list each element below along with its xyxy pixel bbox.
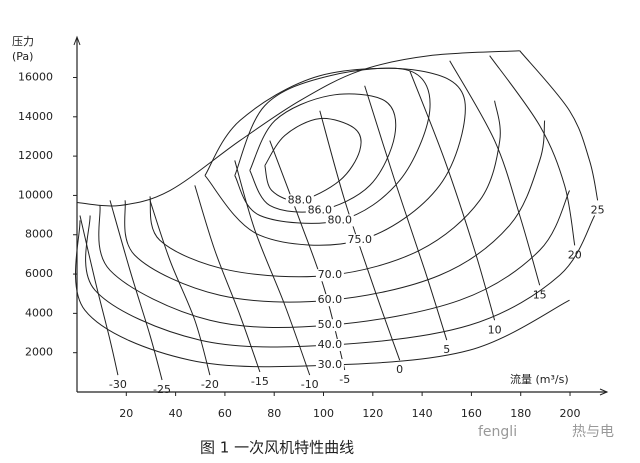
label-bg — [285, 194, 314, 207]
y-tick-label: 12000 — [18, 149, 53, 162]
curve-label: 80.0 — [328, 213, 353, 226]
curve — [204, 67, 466, 246]
curve-label: -30 — [109, 378, 127, 391]
y-tick-label: 10000 — [18, 188, 53, 201]
y-tick-label: 8000 — [25, 228, 53, 241]
curve — [79, 215, 119, 376]
curve — [74, 220, 570, 368]
curve-label: 40.0 — [318, 338, 343, 351]
curve-label: 60.0 — [318, 293, 343, 306]
curve-label: 20 — [568, 248, 582, 261]
watermark: 热与电 — [572, 424, 614, 440]
curve-label: -20 — [201, 378, 219, 391]
curve-label: 5 — [443, 343, 450, 356]
x-tick-label: 120 — [362, 407, 383, 420]
curve-label: 88.0 — [288, 193, 313, 206]
curve — [149, 200, 211, 376]
label-bg — [315, 359, 344, 372]
label-bg — [345, 234, 374, 247]
curve-label: 10 — [488, 323, 502, 336]
x-tick-label: 40 — [169, 407, 183, 420]
axis-arrow — [73, 35, 81, 46]
curve — [249, 93, 397, 213]
y-tick-label: 2000 — [25, 346, 53, 359]
curve-label: -25 — [153, 383, 171, 396]
y-axis-label: 压力 — [12, 35, 34, 48]
curve — [519, 50, 599, 201]
curve — [269, 140, 346, 371]
curve-label: -10 — [301, 378, 319, 391]
label-bg — [325, 214, 354, 227]
y-axis-label-unit: (Pa) — [12, 50, 33, 63]
x-tick-label: 100 — [313, 407, 334, 420]
curve-label: 50.0 — [318, 318, 343, 331]
curve-label: 75.0 — [347, 233, 372, 246]
curve-label: 30.0 — [318, 358, 343, 371]
y-tick-label: 4000 — [25, 306, 53, 319]
curve-label: 0 — [396, 363, 403, 376]
curve — [489, 55, 576, 246]
x-tick-label: 80 — [267, 407, 281, 420]
curve — [364, 85, 448, 341]
y-tick-label: 14000 — [18, 110, 53, 123]
y-tick-label: 16000 — [18, 70, 53, 83]
curve-label: 25 — [591, 203, 605, 216]
x-tick-label: 200 — [560, 407, 581, 420]
curve — [264, 117, 362, 202]
watermark: fengli — [478, 424, 517, 440]
curve-label: -5 — [339, 373, 350, 386]
curve-label: 15 — [533, 288, 547, 301]
x-tick-label: 60 — [218, 407, 232, 420]
curve-label: 70.0 — [318, 268, 343, 281]
label-bg — [305, 204, 334, 217]
curve-label: -15 — [251, 375, 269, 388]
curve — [234, 160, 311, 376]
x-tick-label: 180 — [510, 407, 531, 420]
curve — [234, 67, 431, 224]
label-bg — [315, 339, 344, 352]
label-bg — [315, 269, 344, 282]
label-bg — [315, 294, 344, 307]
curve — [449, 60, 541, 286]
curve — [76, 50, 520, 207]
x-tick-label: 140 — [412, 407, 433, 420]
axis-arrow — [599, 388, 609, 396]
y-tick-label: 6000 — [25, 267, 53, 280]
curve — [149, 100, 501, 278]
caption: 图 1 一次风机特性曲线 — [200, 439, 354, 457]
label-bg — [315, 319, 344, 332]
x-axis-label: 流量 (m³/s) — [510, 372, 569, 386]
curve-label: 86.0 — [308, 203, 333, 216]
x-tick-label: 20 — [119, 407, 133, 420]
curve — [124, 120, 546, 303]
curve — [194, 185, 261, 373]
curve — [109, 200, 163, 381]
curve — [409, 70, 496, 321]
x-tick-label: 160 — [461, 407, 482, 420]
